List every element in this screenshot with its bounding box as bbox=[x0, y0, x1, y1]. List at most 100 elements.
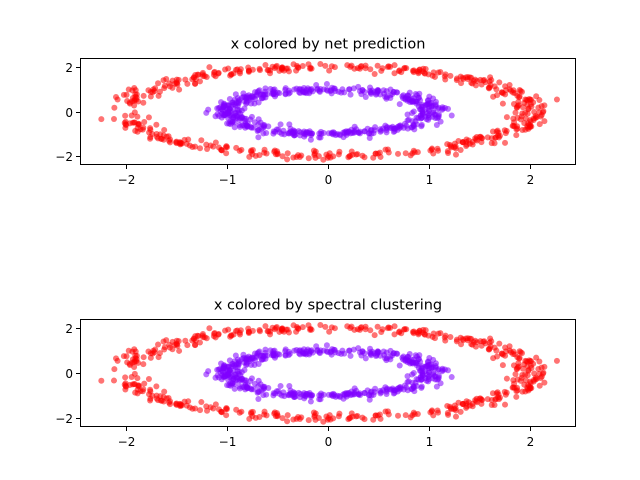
scatter-point-net-prediction-series-0 bbox=[256, 67, 263, 74]
scatter-point-net-prediction-series-0 bbox=[396, 68, 402, 75]
scatter-point-net-prediction-series-0 bbox=[156, 88, 163, 95]
scatter-point-spectral-clustering-series-0 bbox=[256, 328, 263, 335]
scatter-point-net-prediction-series-0 bbox=[326, 67, 333, 74]
scatter-point-spectral-clustering-series-1 bbox=[405, 357, 412, 364]
scatter-point-net-prediction-series-1 bbox=[425, 106, 432, 113]
scatter-point-spectral-clustering-series-0 bbox=[161, 388, 168, 395]
scatter-point-spectral-clustering-series-0 bbox=[126, 362, 133, 369]
scatter-point-spectral-clustering-series-1 bbox=[230, 367, 237, 374]
scatter-point-spectral-clustering-series-0 bbox=[478, 342, 485, 349]
scatter-point-net-prediction-series-0 bbox=[514, 92, 521, 99]
scatter-point-spectral-clustering-series-1 bbox=[415, 364, 422, 371]
scatter-point-net-prediction-series-0 bbox=[536, 121, 543, 128]
scatter-point-net-prediction-series-1 bbox=[255, 99, 262, 106]
scatter-point-net-prediction-series-0 bbox=[347, 63, 354, 70]
scatter-point-net-prediction-series-0 bbox=[478, 81, 485, 88]
x-tick-label-net-prediction: −2 bbox=[118, 173, 136, 187]
scatter-point-net-prediction-series-0 bbox=[512, 109, 519, 116]
scatter-point-spectral-clustering-series-1 bbox=[373, 353, 380, 360]
scatter-point-spectral-clustering-series-0 bbox=[189, 337, 196, 344]
scatter-point-net-prediction-series-0 bbox=[267, 67, 274, 74]
scatter-point-net-prediction-series-0 bbox=[468, 79, 475, 86]
scatter-point-spectral-clustering-series-1 bbox=[362, 355, 369, 362]
scatter-point-spectral-clustering-series-0 bbox=[531, 370, 538, 377]
scatter-point-net-prediction-series-0 bbox=[296, 154, 303, 161]
scatter-point-net-prediction-series-0 bbox=[384, 146, 391, 153]
scatter-point-spectral-clustering-series-0 bbox=[131, 346, 138, 353]
scatter-point-net-prediction-series-0 bbox=[540, 108, 547, 115]
scatter-point-net-prediction-series-1 bbox=[276, 129, 283, 136]
ticks-spectral-clustering: −2 −1 0 1 2 −2 0 2 bbox=[55, 322, 534, 449]
scatter-point-net-prediction-series-0 bbox=[295, 64, 302, 71]
scatter-point-spectral-clustering-series-1 bbox=[308, 347, 315, 354]
scatter-point-spectral-clustering-series-1 bbox=[313, 343, 320, 350]
scatter-point-spectral-clustering-series-0 bbox=[140, 361, 147, 368]
scatter-point-spectral-clustering-series-0 bbox=[385, 324, 392, 331]
scatter-point-net-prediction-series-0 bbox=[362, 62, 369, 69]
scatter-point-net-prediction-series-0 bbox=[317, 60, 324, 67]
axes-title-net-prediction: x colored by net prediction bbox=[231, 37, 426, 53]
scatter-point-net-prediction-series-0 bbox=[492, 134, 499, 141]
scatter-point-spectral-clustering-series-1 bbox=[347, 352, 354, 359]
scatter-point-spectral-clustering-series-0 bbox=[279, 415, 286, 422]
scatter-point-net-prediction-series-0 bbox=[374, 62, 381, 69]
scatter-point-net-prediction-series-0 bbox=[371, 71, 378, 78]
x-tick-label-spectral-clustering: 1 bbox=[426, 435, 434, 449]
scatter-point-net-prediction-series-1 bbox=[243, 99, 250, 106]
scatter-point-net-prediction-series-1 bbox=[303, 129, 310, 136]
scatter-point-net-prediction-series-0 bbox=[403, 65, 410, 72]
scatter-point-net-prediction-series-1 bbox=[394, 89, 401, 96]
scatter-point-net-prediction-series-0 bbox=[111, 104, 118, 111]
scatter-point-spectral-clustering-series-0 bbox=[354, 412, 361, 419]
axes-net-prediction: x colored by net prediction −2 −1 0 1 2 −2 0 2 bbox=[55, 37, 576, 187]
scatter-point-spectral-clustering-series-0 bbox=[212, 334, 219, 341]
scatter-point-net-prediction-series-0 bbox=[522, 96, 529, 103]
scatter-point-net-prediction-series-0 bbox=[513, 132, 520, 139]
scatter-point-spectral-clustering-series-0 bbox=[135, 359, 142, 366]
scatter-point-net-prediction-series-1 bbox=[320, 130, 327, 137]
scatter-point-spectral-clustering-series-0 bbox=[173, 341, 180, 348]
scatter-point-net-prediction-series-1 bbox=[365, 130, 372, 137]
scatter-point-spectral-clustering-series-1 bbox=[232, 352, 239, 359]
scatter-point-net-prediction-series-0 bbox=[149, 89, 156, 96]
scatter-point-spectral-clustering-series-0 bbox=[437, 330, 444, 337]
scatter-point-spectral-clustering-series-1 bbox=[448, 374, 455, 381]
scatter-point-spectral-clustering-series-0 bbox=[359, 414, 366, 421]
scatter-point-net-prediction-series-1 bbox=[241, 115, 248, 122]
scatter-point-spectral-clustering-series-1 bbox=[226, 363, 233, 370]
scatter-point-spectral-clustering-series-0 bbox=[110, 377, 117, 384]
scatter-point-net-prediction-series-1 bbox=[437, 118, 444, 125]
scatter-point-net-prediction-series-0 bbox=[160, 136, 167, 143]
scatter-point-net-prediction-series-0 bbox=[155, 80, 162, 87]
scatter-point-spectral-clustering-series-1 bbox=[370, 391, 377, 398]
scatter-point-spectral-clustering-series-1 bbox=[317, 396, 324, 403]
scatter-point-spectral-clustering-series-0 bbox=[362, 323, 369, 330]
scatter-point-net-prediction-series-1 bbox=[404, 111, 411, 118]
scatter-point-net-prediction-series-0 bbox=[284, 150, 291, 157]
scatter-point-net-prediction-series-0 bbox=[128, 112, 135, 119]
scatter-point-net-prediction-series-1 bbox=[247, 116, 254, 123]
scatter-point-net-prediction-series-0 bbox=[477, 133, 484, 140]
scatter-point-spectral-clustering-series-0 bbox=[515, 360, 522, 367]
scatter-point-spectral-clustering-series-0 bbox=[429, 407, 436, 414]
scatter-point-spectral-clustering-series-1 bbox=[410, 359, 417, 366]
scatter-point-spectral-clustering-series-0 bbox=[98, 377, 105, 384]
scatter-point-spectral-clustering-series-0 bbox=[490, 355, 497, 362]
scatter-point-spectral-clustering-series-0 bbox=[146, 391, 153, 398]
scatter-point-spectral-clustering-series-1 bbox=[303, 391, 310, 398]
scatter-point-spectral-clustering-series-0 bbox=[161, 344, 168, 351]
scatter-point-spectral-clustering-series-0 bbox=[120, 353, 127, 360]
scatter-point-spectral-clustering-series-0 bbox=[225, 326, 232, 333]
scatter-point-spectral-clustering-series-0 bbox=[395, 412, 402, 419]
scatter-point-net-prediction-series-1 bbox=[425, 97, 432, 104]
scatter-point-spectral-clustering-series-0 bbox=[533, 354, 540, 361]
scatter-point-spectral-clustering-series-0 bbox=[407, 414, 414, 421]
scatter-point-spectral-clustering-series-0 bbox=[267, 328, 274, 335]
scatter-point-spectral-clustering-series-0 bbox=[249, 327, 256, 334]
scatter-point-spectral-clustering-series-0 bbox=[245, 325, 252, 332]
scatter-point-spectral-clustering-series-0 bbox=[468, 341, 475, 348]
scatter-point-spectral-clustering-series-1 bbox=[307, 398, 314, 405]
scatter-point-net-prediction-series-0 bbox=[249, 151, 256, 158]
scatter-point-spectral-clustering-series-1 bbox=[235, 359, 242, 366]
scatter-point-spectral-clustering-series-0 bbox=[452, 407, 459, 414]
